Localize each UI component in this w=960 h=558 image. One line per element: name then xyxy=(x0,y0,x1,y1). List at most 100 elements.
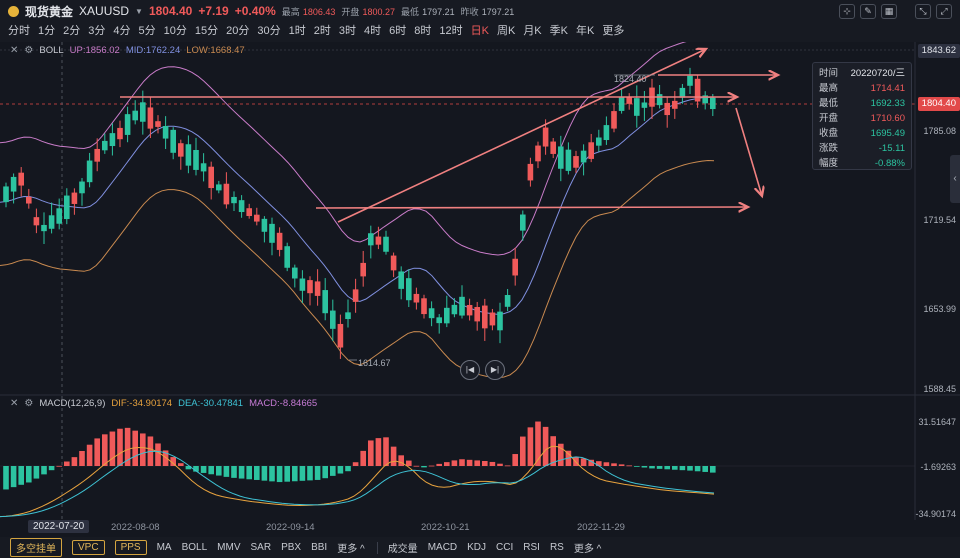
candle-body xyxy=(573,156,579,168)
toggle-button[interactable]: 多空挂单 xyxy=(10,538,62,557)
close-icon[interactable]: ✕ xyxy=(10,45,19,56)
main-indicator-item[interactable]: BOLL xyxy=(181,542,208,553)
rising-trend-line xyxy=(337,49,706,223)
period-tab[interactable]: 分时 xyxy=(8,25,30,37)
candle-body xyxy=(679,87,686,98)
period-tab[interactable]: 20分 xyxy=(226,25,250,37)
jump-end-icon[interactable]: ▶| xyxy=(485,360,505,380)
period-tab[interactable]: 15分 xyxy=(194,25,219,37)
symbol-name[interactable]: 现货黄金 xyxy=(25,4,74,19)
shrink-icon[interactable]: ⤡ xyxy=(915,4,931,19)
sub-indicator-item[interactable]: RS xyxy=(549,542,564,553)
boll-lower-band xyxy=(0,159,715,379)
candle-body xyxy=(345,312,351,320)
boll-upper-band xyxy=(0,42,687,256)
expand-icon[interactable]: ⤢ xyxy=(936,4,952,19)
macd-histogram-bar xyxy=(261,466,268,481)
period-tab[interactable]: 8时 xyxy=(414,25,432,37)
toggle-button[interactable]: VPC xyxy=(72,540,105,555)
candle-body xyxy=(527,163,534,181)
macd-histogram-bar xyxy=(618,464,625,466)
period-tab[interactable]: 30分 xyxy=(257,25,281,37)
candle-body xyxy=(413,293,420,303)
candle-body xyxy=(193,149,199,170)
period-tab[interactable]: 5分 xyxy=(138,25,156,37)
macd-histogram-bar xyxy=(702,466,708,472)
symbol-code[interactable]: XAUUSD xyxy=(79,4,130,18)
period-tab[interactable]: 2分 xyxy=(63,25,81,37)
main-indicator-item[interactable]: MA xyxy=(156,542,172,553)
period-tab[interactable]: 季K xyxy=(549,25,568,37)
macd-histogram-bar xyxy=(71,457,78,466)
period-tab[interactable]: 4分 xyxy=(113,25,131,37)
period-tab[interactable]: 1分 xyxy=(38,25,56,37)
sub-indicator-item[interactable]: MACD xyxy=(427,542,458,553)
drop-arrow xyxy=(735,107,762,196)
cursor-icon[interactable]: ⊹ xyxy=(839,4,855,19)
period-tab[interactable]: 3时 xyxy=(338,25,356,37)
period-tab[interactable]: 周K xyxy=(496,25,516,37)
candle-body xyxy=(603,125,610,141)
macd-histogram-bar xyxy=(413,465,420,467)
gear-icon[interactable]: ⚙ xyxy=(24,398,34,409)
period-tab[interactable]: 年K xyxy=(576,25,595,37)
chart-toolbar: ⊹ ✎ ▦ ⤡ ⤢ xyxy=(839,4,952,19)
macd-axis-label: 31.51647 xyxy=(918,417,956,427)
period-tab[interactable]: 1时 xyxy=(288,25,306,37)
draw-line-icon[interactable]: ✎ xyxy=(860,4,876,19)
tooltip-value: -15.11 xyxy=(878,143,905,154)
chevron-left-icon[interactable]: ‹ xyxy=(950,155,960,203)
sub-indicator-item[interactable]: RSI xyxy=(523,542,540,553)
sub-indicator-item[interactable]: CCI xyxy=(496,542,514,553)
candle-body xyxy=(269,223,275,243)
macd-histogram-bar xyxy=(155,443,161,466)
macd-histogram-bar xyxy=(375,438,382,466)
period-tab[interactable]: 2时 xyxy=(313,25,331,37)
close-icon[interactable]: ✕ xyxy=(10,398,19,409)
macd-histogram-bar xyxy=(649,466,655,469)
period-tab[interactable]: 月K xyxy=(523,25,542,37)
period-tab[interactable]: 更多 xyxy=(602,25,625,37)
candle-body xyxy=(474,307,480,322)
candle-body xyxy=(451,304,458,315)
macd-histogram-bar xyxy=(383,437,389,466)
sub-indicator-item[interactable]: 成交量 xyxy=(387,544,418,555)
main-indicator-item[interactable]: PBX xyxy=(281,542,302,553)
main-indicator-item[interactable]: SAR xyxy=(250,542,272,553)
macd-histogram-bar xyxy=(246,466,252,480)
candle-body xyxy=(375,236,382,245)
period-tab[interactable]: 日K xyxy=(470,25,489,37)
period-tab[interactable]: 3分 xyxy=(88,25,106,37)
main-indicator-item[interactable]: BBI xyxy=(311,542,328,553)
period-tab[interactable]: 4时 xyxy=(364,25,382,37)
toggle-button[interactable]: PPS xyxy=(114,540,147,555)
macd-histogram-bar xyxy=(474,460,480,466)
macd-histogram-bar xyxy=(436,463,442,466)
gear-icon[interactable]: ⚙ xyxy=(24,45,34,56)
sub-indicator-item[interactable]: KDJ xyxy=(467,542,487,553)
period-tab[interactable]: 6时 xyxy=(389,25,407,37)
macd-histogram-bar xyxy=(124,427,131,466)
kline-chart[interactable]: 1824.40 1614.67 xyxy=(0,42,960,520)
tooltip-row: 最高 1714.41 xyxy=(819,81,905,96)
date-label: 2022-08-08 xyxy=(111,522,160,533)
candle-body xyxy=(459,296,465,316)
macd-histogram-bar xyxy=(299,466,306,481)
macd-dea-value: DEA:-30.47841 xyxy=(178,398,244,409)
main-indicator-item[interactable]: 更多 ^ xyxy=(337,544,365,555)
main-indicator-item[interactable]: MMV xyxy=(217,542,241,553)
macd-histogram-bar xyxy=(269,466,275,482)
period-tab[interactable]: 12时 xyxy=(439,25,463,37)
period-tab[interactable]: 10分 xyxy=(163,25,187,37)
macd-histogram-bar xyxy=(337,466,344,474)
candle-body xyxy=(162,126,169,139)
boll-mid-value: MID:1762.24 xyxy=(125,45,181,56)
sub-indicator-item[interactable]: 更多 ^ xyxy=(573,544,602,555)
tooltip-value: 20220720/三 xyxy=(850,68,905,79)
jump-start-icon[interactable]: |◀ xyxy=(460,360,480,380)
macd-histogram-bar xyxy=(238,466,245,479)
macd-histogram-bar xyxy=(170,457,176,466)
grid-layout-icon[interactable]: ▦ xyxy=(881,4,897,19)
boll-low-value: LOW:1668.47 xyxy=(186,45,245,56)
chevron-down-icon[interactable]: ▼ xyxy=(135,6,143,16)
